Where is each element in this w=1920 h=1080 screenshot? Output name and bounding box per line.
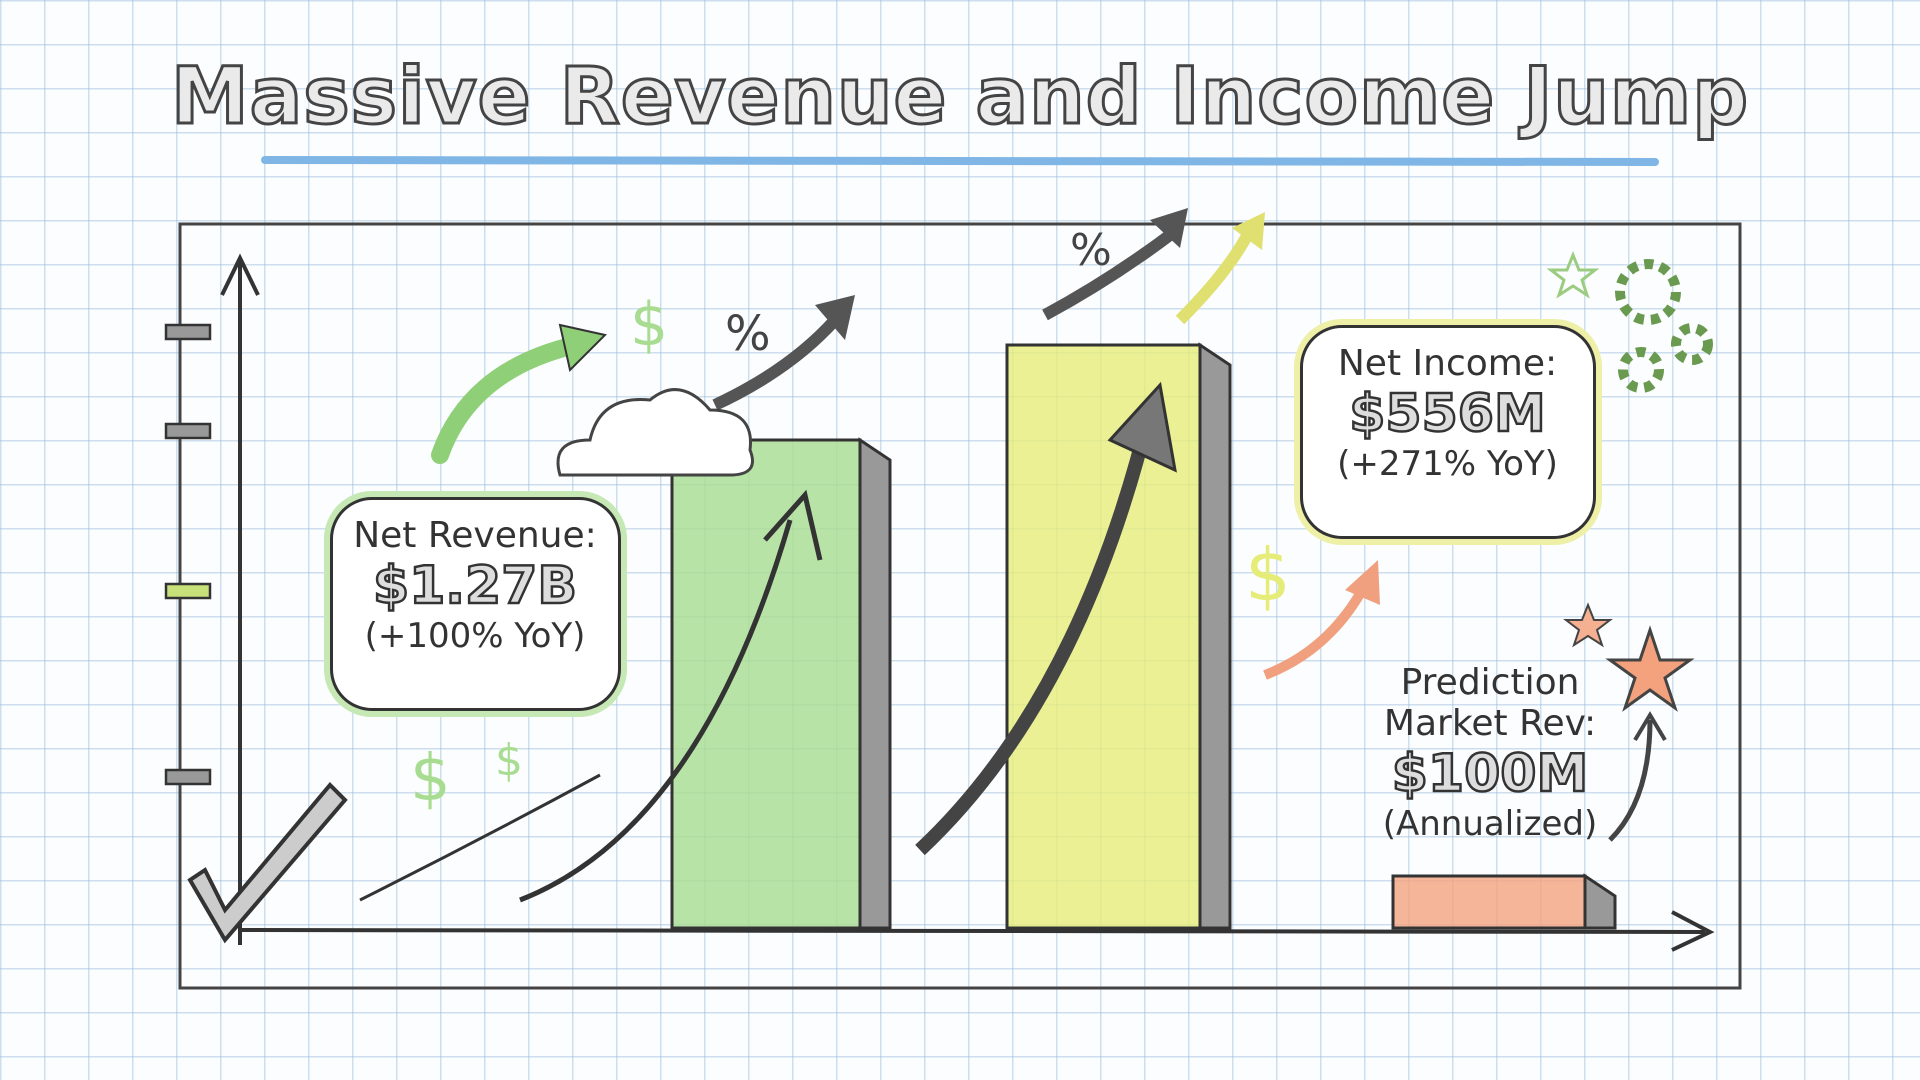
bar-net-income	[1005, 343, 1202, 930]
arrow-icon	[558, 323, 607, 372]
arrow-icon	[915, 408, 1157, 856]
checkmark-icon	[187, 782, 348, 944]
cloud-icon	[556, 388, 754, 477]
arrow-icon	[1633, 711, 1667, 742]
annotation-label: Market Rev:	[1383, 703, 1597, 744]
title-underline	[261, 156, 1659, 166]
annotation-note: (+271% YoY)	[1337, 444, 1558, 484]
annotation-label: Net Income:	[1337, 343, 1558, 384]
annotation-note: (Annualized)	[1382, 804, 1598, 844]
arrow-icon	[815, 295, 855, 340]
arrow-icon	[1263, 582, 1370, 680]
net-income-label: Net Income: $556M (+271% YoY)	[1300, 343, 1595, 484]
y-axis	[220, 253, 260, 945]
arrow-icon	[1345, 560, 1380, 605]
arrow-icon	[1175, 227, 1256, 325]
dollar-icon: $	[410, 742, 451, 816]
dollar-icon: $	[495, 735, 523, 786]
net-revenue-callout	[330, 497, 621, 711]
annotation-value: $556M	[1348, 383, 1547, 446]
bar-side	[858, 437, 892, 930]
arrow-icon	[1150, 208, 1188, 248]
chart-title: Massive Revenue and Income Jump	[169, 51, 1750, 144]
percent-icon: %	[725, 306, 771, 362]
percent-icon: %	[1070, 225, 1112, 276]
arrow-icon	[1232, 212, 1265, 250]
annotation-note: (+100% YoY)	[364, 616, 586, 656]
arrow-icon	[1608, 719, 1653, 842]
star-icon	[1563, 602, 1613, 648]
prediction-market-label: Prediction Market Rev: $100M (Annualized…	[1370, 662, 1610, 844]
bar-side	[1198, 342, 1232, 930]
annotation-label: Net Revenue:	[353, 515, 597, 556]
net-income-callout	[1300, 325, 1596, 539]
arrow-icon	[712, 315, 840, 411]
dollar-icon: $	[630, 290, 668, 360]
bar-prediction-market-rev	[1391, 874, 1587, 930]
bar-side	[1583, 873, 1617, 930]
arrow-icon	[1042, 230, 1174, 321]
star-icon	[1605, 625, 1695, 712]
annotation-value: $100M	[1391, 743, 1590, 806]
annotation-label: Prediction	[1400, 662, 1580, 703]
x-axis	[239, 910, 1715, 952]
y-ticks	[164, 323, 212, 786]
star-icon	[1546, 250, 1600, 299]
arrow-icon	[1107, 381, 1177, 473]
arrow-icon	[359, 773, 601, 902]
net-revenue-label: Net Revenue: $1.27B (+100% YoY)	[330, 515, 620, 656]
arrow-icon	[431, 336, 584, 464]
arrow-icon	[519, 519, 793, 903]
annotation-value: $1.27B	[372, 555, 579, 618]
dollar-icon: $	[1245, 533, 1291, 617]
arrow-icon	[763, 489, 823, 561]
chart-frame	[178, 222, 1742, 990]
gear-icon	[1615, 259, 1713, 393]
bar-net-revenue	[670, 438, 862, 930]
